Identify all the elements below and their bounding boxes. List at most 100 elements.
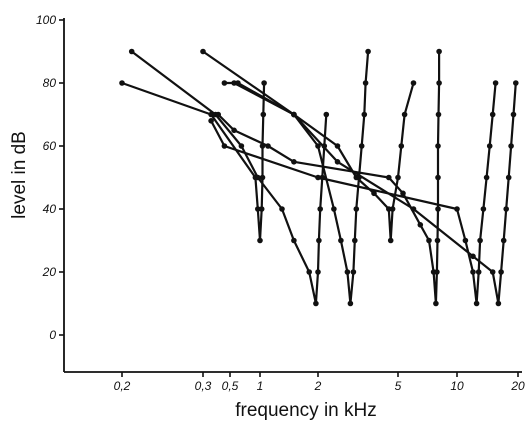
data-point (208, 118, 214, 124)
data-point (505, 174, 512, 181)
data-point (489, 111, 496, 118)
data-point (238, 143, 245, 149)
data-point (436, 48, 442, 55)
data-point (353, 174, 360, 181)
data-point (435, 206, 441, 212)
data-point (350, 269, 357, 275)
data-point (477, 237, 483, 244)
data-point (362, 80, 369, 86)
x-tick-label: 0,3 (195, 379, 212, 393)
data-point (462, 237, 469, 244)
x-tick-label: 5 (395, 379, 402, 393)
data-point (395, 174, 401, 181)
data-point (235, 80, 241, 86)
data-point (254, 206, 261, 212)
x-tick-label: 1 (257, 379, 264, 393)
data-point (489, 269, 496, 275)
data-point (221, 80, 228, 86)
data-point (503, 206, 510, 212)
data-point (331, 206, 337, 212)
x-tick-label: 10 (450, 379, 464, 393)
data-point (317, 206, 324, 212)
data-point (221, 143, 228, 149)
data-point (361, 111, 368, 118)
data-point (495, 300, 502, 307)
data-point (435, 111, 442, 118)
data-point (400, 190, 406, 197)
data-point (119, 80, 125, 86)
y-tick-label: 60 (43, 139, 57, 153)
data-point (510, 111, 517, 118)
data-point (316, 237, 322, 244)
data-point (470, 253, 476, 260)
data-point (291, 159, 297, 165)
tuning-curve-2 (131, 50, 328, 305)
data-point (410, 206, 417, 212)
data-point (386, 174, 392, 181)
data-point (486, 143, 493, 149)
axes: 0 20 40 60 80 100 0,2 0,3 0,5 1 2 5 10 20 (36, 13, 525, 393)
data-point (389, 206, 396, 212)
data-point (291, 111, 297, 118)
data-point (417, 222, 424, 228)
data-point (435, 143, 441, 149)
data-point (475, 269, 482, 275)
curves (119, 48, 519, 307)
tuning-curve-6 (210, 82, 497, 305)
data-point (398, 143, 405, 149)
data-point (387, 237, 394, 244)
data-point (492, 80, 499, 86)
x-axis-title: frequency in kHz (235, 400, 377, 421)
data-point (261, 80, 267, 86)
data-point (410, 80, 417, 86)
data-point (344, 269, 351, 275)
data-point (353, 206, 360, 212)
data-point (313, 300, 319, 307)
data-point (473, 300, 480, 307)
data-point (338, 237, 344, 244)
x-tick-label: 20 (510, 379, 525, 393)
data-point (260, 111, 267, 118)
data-point (434, 237, 441, 244)
data-point (500, 237, 507, 244)
data-point (258, 206, 265, 212)
data-point (315, 174, 321, 181)
data-point (291, 237, 297, 244)
data-point (435, 174, 441, 181)
data-point (483, 174, 490, 181)
data-point (480, 206, 487, 212)
data-point (426, 237, 432, 244)
y-tick-label: 40 (43, 202, 57, 216)
x-tick-label: 0,5 (222, 379, 239, 393)
data-point (498, 269, 504, 275)
y-axis-title: level in dB (9, 131, 30, 219)
data-point (434, 269, 440, 275)
data-point (200, 48, 206, 55)
x-tick-label: 2 (314, 379, 322, 393)
y-tick-label: 100 (36, 13, 56, 27)
data-point (279, 206, 285, 212)
data-point (254, 174, 261, 181)
data-point (128, 48, 135, 55)
data-point (215, 111, 221, 118)
data-point (257, 237, 263, 244)
y-tick-label: 0 (49, 328, 56, 342)
y-tick-label: 20 (42, 265, 57, 279)
data-point (436, 80, 442, 86)
data-point (315, 143, 321, 149)
data-point (323, 111, 330, 118)
data-point (231, 127, 237, 134)
data-point (401, 111, 408, 118)
data-point (513, 80, 519, 86)
data-point (508, 143, 514, 149)
tuning-curve-1 (121, 81, 266, 242)
data-point (334, 143, 341, 149)
tuning-curve-7 (237, 82, 517, 305)
data-point (470, 269, 476, 275)
data-point (454, 206, 460, 212)
data-point (352, 237, 358, 244)
y-tick-label: 80 (43, 76, 57, 90)
data-point (315, 269, 321, 275)
x-tick-label: 0,2 (114, 379, 131, 393)
